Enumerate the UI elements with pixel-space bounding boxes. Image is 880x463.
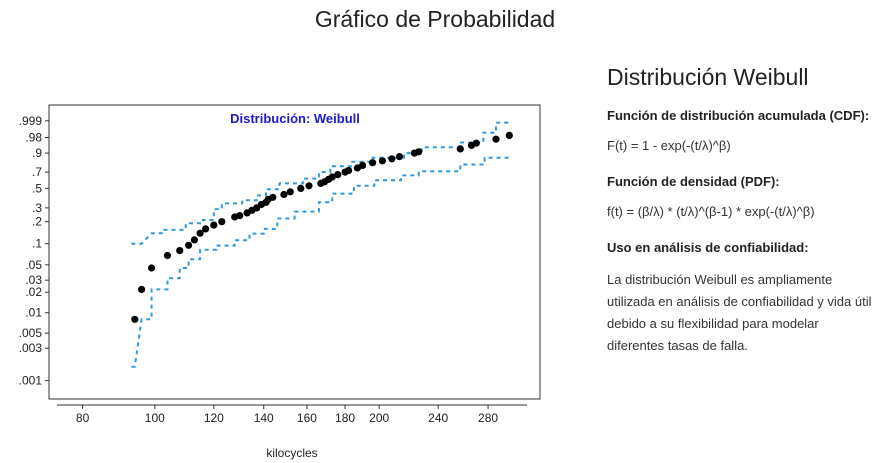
data-point — [415, 148, 423, 156]
plot-frame — [48, 104, 541, 400]
cdf-formula: F(t) = 1 - exp(-(t/λ)^β) — [607, 138, 731, 153]
use-heading: Uso en análisis de confiabilidad: — [607, 240, 809, 255]
chart-title: Distribución: Weibull — [230, 111, 360, 126]
y-tick-label: .005 — [19, 326, 43, 340]
data-point — [456, 145, 464, 153]
data-point — [196, 229, 204, 237]
side-panel-title: Distribución Weibull — [607, 64, 809, 90]
y-tick-label: .1 — [32, 237, 42, 251]
upper-confidence-bound — [131, 121, 511, 245]
data-point — [395, 153, 404, 161]
y-tick-label: .001 — [19, 374, 43, 388]
data-point — [236, 212, 244, 220]
x-axis-ticks: 80 100 120 140 160 180 200 240 280 — [76, 405, 498, 425]
y-tick-label: .98 — [25, 131, 42, 145]
data-point — [286, 188, 294, 196]
data-point — [492, 135, 500, 143]
y-tick-label: .01 — [25, 306, 42, 320]
upper-bound-line — [131, 121, 511, 245]
y-tick-label: .9 — [32, 146, 42, 160]
data-point — [345, 166, 353, 175]
data-point — [202, 225, 210, 233]
page-title: Gráfico de Probabilidad — [314, 6, 556, 32]
x-tick-label: 240 — [428, 411, 448, 425]
data-points — [131, 131, 513, 323]
data-point — [269, 193, 277, 201]
data-point — [138, 285, 146, 293]
data-point — [334, 171, 342, 179]
data-point — [378, 157, 386, 165]
data-point — [359, 161, 367, 169]
data-point — [131, 315, 139, 323]
data-point — [163, 251, 172, 260]
y-tick-label: .3 — [32, 201, 42, 215]
lower-bound-line — [131, 156, 511, 368]
data-point — [176, 247, 184, 255]
y-tick-label: .03 — [25, 273, 42, 287]
data-point — [148, 264, 156, 272]
x-tick-label: 80 — [76, 411, 90, 425]
y-axis-ticks: .001 .003.005 .01 .02.03.05 .1 .2.3 .5 .7 .9.98.… — [19, 114, 49, 388]
x-axis-label: kilocycles — [266, 446, 318, 460]
x-tick-label: 120 — [204, 411, 224, 425]
lower-confidence-bound — [131, 156, 511, 368]
x-tick-label: 180 — [335, 411, 355, 425]
data-point — [472, 139, 480, 147]
side-panel: Distribución Weibull Función de distribu… — [607, 64, 872, 357]
y-tick-label: .2 — [32, 215, 42, 229]
y-tick-label: .5 — [32, 181, 42, 195]
y-tick-label: .05 — [25, 258, 42, 272]
data-point — [210, 221, 218, 229]
y-tick-label: .02 — [25, 285, 42, 299]
use-text: La distribución Weibull es ampliamente u… — [607, 272, 872, 353]
data-point — [505, 131, 513, 139]
data-point — [185, 241, 193, 249]
y-tick-label: .003 — [19, 341, 43, 355]
x-tick-label: 200 — [369, 411, 389, 425]
x-tick-label: 280 — [478, 411, 498, 425]
data-point — [369, 159, 377, 167]
pdf-heading: Función de densidad (PDF): — [607, 174, 780, 189]
data-point — [280, 190, 288, 199]
y-tick-label: .7 — [32, 165, 42, 179]
x-tick-label: 140 — [254, 411, 274, 425]
x-tick-label: 100 — [145, 411, 165, 425]
pdf-formula: f(t) = (β/λ) * (t/λ)^(β-1) * exp(-(t/λ)^… — [607, 204, 815, 219]
data-point — [190, 236, 198, 244]
x-tick-label: 160 — [297, 411, 317, 425]
cdf-heading: Función de distribución acumulada (CDF): — [607, 108, 870, 123]
data-point — [328, 173, 336, 181]
data-point — [218, 218, 226, 226]
data-point — [388, 155, 396, 163]
y-tick-label: .999 — [19, 114, 43, 128]
data-point — [297, 184, 305, 192]
data-point — [305, 182, 313, 190]
